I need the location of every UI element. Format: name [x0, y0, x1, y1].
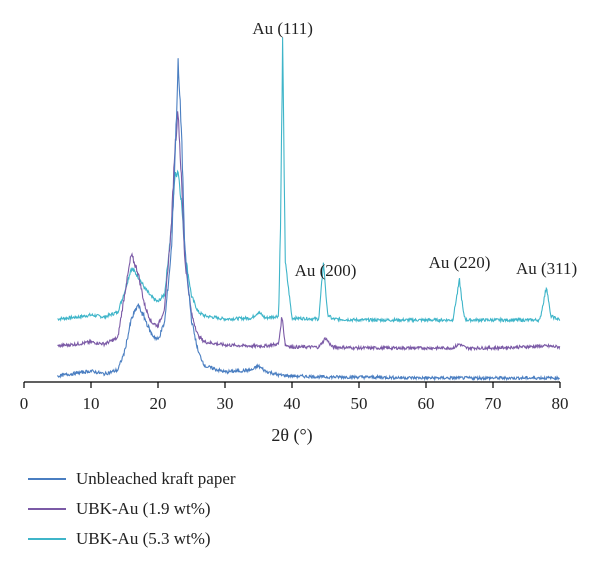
legend-item-ubk-au-5-3: UBK-Au (5.3 wt%)	[28, 526, 236, 552]
legend-swatch-ubk-au-1-9	[28, 508, 66, 510]
x-axis-ticks: 0 10 20 30 40 50 60 70 80	[20, 382, 569, 413]
legend: Unbleached kraft paper UBK-Au (1.9 wt%) …	[28, 466, 236, 556]
x-tick-label: 20	[150, 394, 167, 413]
series-line-0	[57, 58, 560, 382]
x-tick-label: 40	[284, 394, 301, 413]
legend-label-unbleached: Unbleached kraft paper	[76, 469, 236, 488]
legend-swatch-ubk-au-5-3	[28, 538, 66, 540]
x-tick-label: 30	[217, 394, 234, 413]
x-tick-label: 0	[20, 394, 29, 413]
legend-item-unbleached: Unbleached kraft paper	[28, 466, 236, 492]
x-tick-label: 80	[552, 394, 569, 413]
legend-label-ubk-au-1-9: UBK-Au (1.9 wt%)	[76, 499, 211, 518]
peak-label: Au (220)	[429, 253, 491, 272]
legend-label-ubk-au-5-3: UBK-Au (5.3 wt%)	[76, 529, 211, 548]
legend-item-ubk-au-1-9: UBK-Au (1.9 wt%)	[28, 496, 236, 522]
peak-label: Au (311)	[516, 259, 577, 278]
x-tick-label: 50	[351, 394, 368, 413]
series-layer	[57, 37, 561, 382]
series-line-2	[57, 37, 561, 324]
peak-annotations: Au (111) Au (200) Au (220) Au (311)	[252, 19, 577, 280]
x-axis-title: 2θ (°)	[271, 425, 312, 446]
peak-label: Au (200)	[295, 261, 357, 280]
x-tick-label: 10	[83, 394, 100, 413]
x-tick-label: 60	[418, 394, 435, 413]
peak-label: Au (111)	[252, 19, 313, 38]
series-line-1	[57, 111, 561, 352]
xrd-chart: 0 10 20 30 40 50 60 70 80 Au (111) Au (200) Au (22…	[20, 19, 577, 446]
legend-swatch-unbleached	[28, 478, 66, 480]
x-tick-label: 70	[485, 394, 502, 413]
